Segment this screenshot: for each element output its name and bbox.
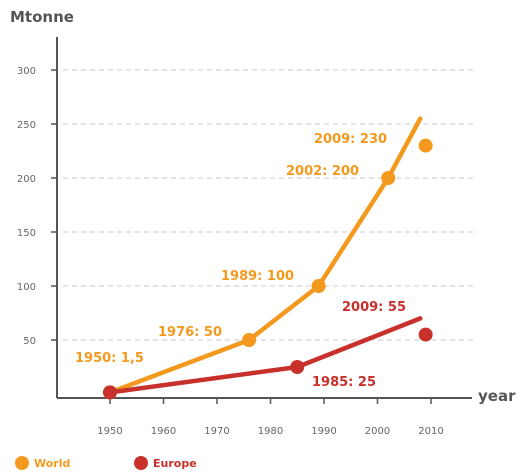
series-layer bbox=[103, 116, 433, 400]
y-tick-label: 300 bbox=[17, 66, 36, 77]
annotation-label: 1989: 100 bbox=[221, 269, 294, 284]
europe-data-point bbox=[103, 385, 117, 400]
annotation-label: 1950: 1,5 bbox=[75, 351, 144, 366]
annotation-label: 1985: 25 bbox=[312, 375, 376, 390]
legend-label-world: World bbox=[34, 457, 70, 470]
annotation-label: 2009: 55 bbox=[342, 300, 406, 315]
world-data-point bbox=[242, 333, 257, 347]
x-tick-label: 1970 bbox=[204, 426, 229, 437]
y-tick-label: 250 bbox=[17, 120, 36, 131]
x-axis-title: year bbox=[478, 387, 516, 405]
world-data-point bbox=[381, 171, 396, 185]
x-tick-label: 1960 bbox=[151, 426, 176, 437]
x-tick-label: 2010 bbox=[418, 426, 443, 437]
annotation-label: 2002: 200 bbox=[286, 164, 359, 179]
grid-lines bbox=[63, 69, 476, 341]
x-axis-ticks: 1950 1960 1970 1980 1990 2000 2010 bbox=[97, 398, 444, 437]
x-tick-label: 1990 bbox=[311, 426, 336, 437]
legend: World Europe bbox=[15, 456, 197, 470]
x-tick-label: 1980 bbox=[258, 426, 283, 437]
legend-label-europe: Europe bbox=[153, 457, 197, 470]
annotation-label: 2009: 230 bbox=[314, 132, 387, 147]
annotation-label: 1976: 50 bbox=[158, 325, 222, 340]
legend-marker-world bbox=[15, 456, 29, 470]
legend-marker-europe bbox=[134, 456, 148, 470]
world-data-point bbox=[311, 279, 326, 293]
world-data-point bbox=[418, 138, 433, 153]
europe-data-point bbox=[418, 327, 433, 342]
x-tick-label: 1950 bbox=[97, 426, 122, 437]
y-axis-ticks: 50 100 150 200 250 300 bbox=[17, 66, 57, 347]
annotation-layer: 1950: 1,5 1976: 50 1989: 100 2002: 200 2009:… bbox=[75, 132, 406, 390]
y-tick-label: 200 bbox=[17, 174, 36, 185]
y-axis-title: Mtonne bbox=[10, 8, 74, 26]
y-tick-label: 100 bbox=[17, 282, 36, 293]
y-tick-label: 150 bbox=[17, 228, 36, 239]
europe-data-point bbox=[290, 360, 305, 374]
x-tick-label: 2000 bbox=[365, 426, 390, 437]
world-series-line bbox=[107, 116, 423, 395]
y-tick-label: 50 bbox=[23, 336, 36, 347]
